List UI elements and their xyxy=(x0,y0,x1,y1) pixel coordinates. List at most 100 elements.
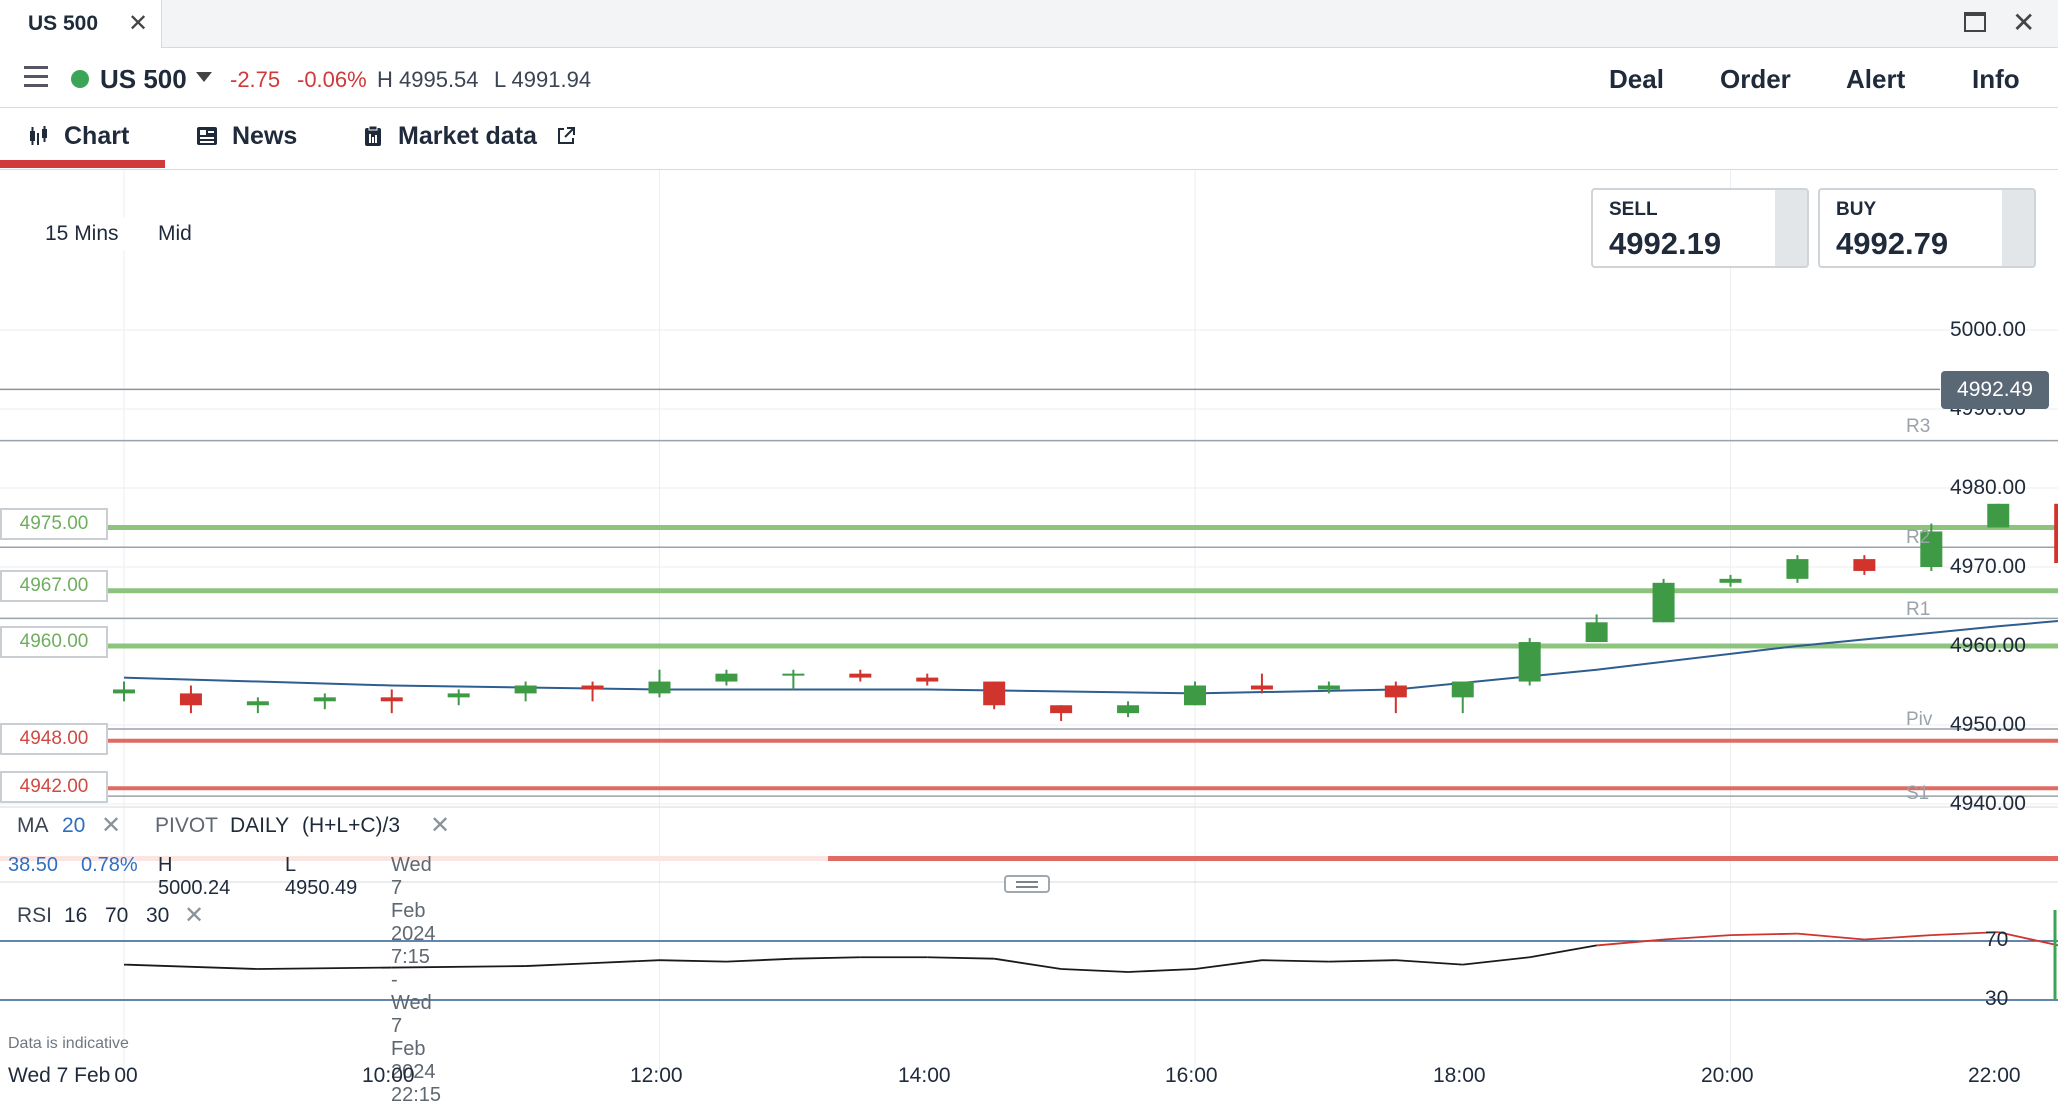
level-label-4942[interactable]: 4942.00 xyxy=(0,771,108,803)
candle xyxy=(1652,578,1675,623)
order-button[interactable]: Order xyxy=(1720,64,1791,94)
rsi-line-segment xyxy=(1529,944,1597,959)
candle-body xyxy=(179,693,202,706)
rsi-tick-label: 70 xyxy=(1985,928,2009,951)
x-tick-label: 22:00 xyxy=(1968,1064,2021,1087)
candle xyxy=(447,689,470,706)
candle xyxy=(1451,681,1474,714)
level-label-4960[interactable]: 4960.00 xyxy=(0,626,108,658)
pane-resize-handle[interactable] xyxy=(1004,875,1050,893)
rsi-tick-label: 30 xyxy=(1985,987,2009,1010)
rsi-lower[interactable]: 30 xyxy=(146,904,170,927)
candle xyxy=(1117,701,1140,718)
rsi-line-segment xyxy=(1730,932,1798,936)
candle xyxy=(1317,681,1340,694)
candle-body xyxy=(782,673,805,676)
info-button[interactable]: Info xyxy=(1972,64,2020,94)
deal-button[interactable]: Deal xyxy=(1609,64,1664,94)
pivot-formula[interactable]: (H+L+C)/3 xyxy=(302,814,401,837)
level-label-4975[interactable]: 4975.00 xyxy=(0,508,108,540)
candle-body xyxy=(1184,685,1206,706)
rsi-line-segment xyxy=(1261,959,1329,963)
rsi-label: RSI xyxy=(17,904,53,927)
y-tick-label: 4940.00 xyxy=(1950,792,2026,815)
sell-label: SELL xyxy=(1609,199,1658,220)
level-label-4948[interactable]: 4948.00 xyxy=(0,723,108,755)
rsi-line-segment xyxy=(592,959,660,965)
rsi-line-segment xyxy=(257,966,392,970)
pivot-label-r3: R3 xyxy=(1906,416,1931,437)
price-type-selector[interactable]: Mid xyxy=(150,218,200,250)
pivot-label-r1: R1 xyxy=(1906,599,1931,620)
x-tick-label: 20:00 xyxy=(1701,1064,1754,1087)
remove-pivot-icon[interactable]: ✕ xyxy=(430,812,451,839)
candle xyxy=(983,681,1006,710)
candle xyxy=(246,697,269,714)
tab-chart[interactable]: Chart xyxy=(28,122,129,170)
instrument-header: US 500 -2.75 -0.06% H 4995.54 L 4991.94 … xyxy=(0,48,2058,108)
range-low: L 4950.49 xyxy=(285,854,358,899)
rsi-period[interactable]: 16 xyxy=(64,904,88,927)
y-tick-label: 4960.00 xyxy=(1950,634,2026,657)
ma-period[interactable]: 20 xyxy=(62,814,86,837)
close-icon[interactable]: ✕ xyxy=(2012,7,2036,38)
ma-label: MA xyxy=(17,814,49,837)
maximize-icon[interactable] xyxy=(1964,12,1986,32)
chart-area[interactable]: 15 Mins Mid SELL 4992.19 BUY 4992.79 497… xyxy=(0,170,2058,1106)
rsi-upper[interactable]: 70 xyxy=(105,904,129,927)
rsi-line-segment xyxy=(994,957,1062,970)
pivot-period[interactable]: DAILY xyxy=(230,814,290,837)
candle-body xyxy=(447,693,470,698)
close-tab-icon[interactable]: ✕ xyxy=(128,10,149,37)
candle xyxy=(1585,614,1608,643)
candle-body xyxy=(1384,685,1407,698)
alert-button[interactable]: Alert xyxy=(1846,64,1906,94)
rsi-line-segment xyxy=(123,963,258,970)
x-tick-label: 12:00 xyxy=(630,1064,683,1087)
level-label-4967[interactable]: 4967.00 xyxy=(0,570,108,602)
candle-body xyxy=(1585,622,1608,643)
newspaper-icon xyxy=(197,127,217,145)
stats-range-bar xyxy=(0,856,828,861)
tab-market-data[interactable]: Market data xyxy=(362,122,576,170)
candle-body xyxy=(514,685,537,694)
rsi-line-segment xyxy=(1395,959,1463,966)
window-tab[interactable]: US 500 ✕ xyxy=(0,0,162,48)
pivot-label-r2: R2 xyxy=(1906,527,1931,548)
menu-icon[interactable] xyxy=(24,66,48,88)
candle xyxy=(2054,503,2058,564)
range-high: H 5000.24 xyxy=(158,854,231,899)
chevron-down-icon[interactable] xyxy=(196,72,212,82)
tab-news[interactable]: News xyxy=(196,122,297,170)
market-open-indicator xyxy=(71,70,89,88)
candle-body xyxy=(380,697,403,702)
remove-rsi-icon[interactable]: ✕ xyxy=(184,902,205,929)
rsi-line-segment xyxy=(525,962,593,967)
candle-body xyxy=(1786,559,1809,579)
rsi-line-segment xyxy=(1061,968,1129,973)
candle xyxy=(1786,555,1809,583)
candle-body xyxy=(1987,503,2010,528)
candle-body xyxy=(113,689,135,694)
instrument-selector[interactable]: US 500 xyxy=(100,64,187,94)
rsi-line-segment xyxy=(1128,968,1196,973)
sell-button[interactable]: SELL 4992.19 xyxy=(1591,188,1809,268)
price-chart[interactable] xyxy=(0,170,2058,1092)
rsi-line-segment xyxy=(1797,932,1865,941)
external-link-icon[interactable] xyxy=(556,126,576,146)
candle xyxy=(514,681,537,702)
remove-ma-icon[interactable]: ✕ xyxy=(101,812,122,839)
window-tab-title: US 500 xyxy=(28,12,99,35)
pivot-label: PIVOT xyxy=(155,814,219,837)
interval-selector[interactable]: 15 Mins xyxy=(37,218,127,250)
tab-market-data-label: Market data xyxy=(398,122,537,150)
candle xyxy=(1518,638,1541,686)
pivot-label-s1: S1 xyxy=(1906,783,1930,804)
candle-body xyxy=(983,681,1006,706)
y-tick-label: 4980.00 xyxy=(1950,476,2026,499)
candle-body xyxy=(849,673,872,678)
buy-button[interactable]: BUY 4992.79 xyxy=(1818,188,2036,268)
x-tick-label: 16:00 xyxy=(1165,1064,1218,1087)
candle xyxy=(1250,673,1273,694)
candle-body xyxy=(1853,559,1876,571)
